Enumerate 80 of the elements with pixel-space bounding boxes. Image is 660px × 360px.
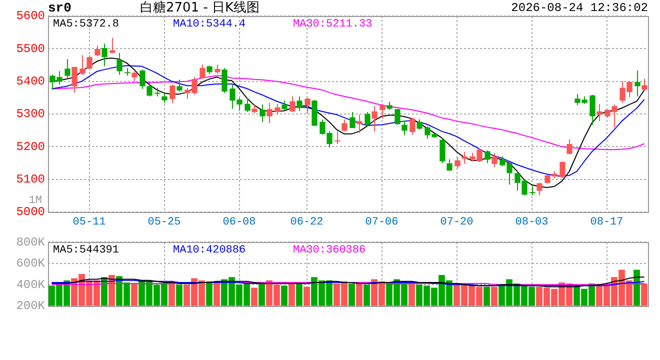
candlestick	[484, 150, 490, 164]
text: MA5:5372.8	[53, 18, 120, 30]
x-tick-label: 05-11	[72, 216, 106, 229]
x-tick-label: 06-22	[290, 216, 324, 229]
candlestick	[642, 78, 648, 92]
candlestick	[536, 182, 542, 196]
candlestick	[596, 103, 602, 122]
text: MA10:420886	[173, 244, 246, 257]
candlestick	[222, 67, 228, 94]
candlestick	[296, 96, 302, 112]
candlestick	[132, 70, 138, 82]
y-tick-label: 5300	[16, 107, 45, 122]
candlestick	[176, 79, 182, 92]
candlestick	[334, 130, 340, 145]
candlestick	[356, 114, 362, 134]
y-tick-label: 5200	[16, 140, 45, 154]
candlestick	[244, 97, 250, 113]
x-tick-label: 08-17	[590, 216, 624, 229]
candlestick	[462, 151, 468, 164]
candlestick	[560, 160, 566, 179]
candlestick	[162, 92, 168, 104]
candlestick	[416, 119, 422, 130]
candlestick	[394, 108, 400, 126]
candlestick	[454, 156, 460, 170]
candlestick	[86, 55, 92, 70]
y-tick-label: 400K	[16, 278, 46, 292]
y-tick-label: 5100	[16, 172, 45, 187]
text: MA30:360386	[293, 244, 366, 257]
text: 1M	[28, 194, 42, 207]
candlestick	[260, 104, 266, 122]
chart-title: 白糖2701 - 日K线图	[140, 0, 260, 16]
candlestick	[566, 138, 572, 156]
y-tick-label: 600K	[16, 256, 46, 271]
candlestick	[634, 70, 640, 97]
y-tick-label: 200K	[16, 298, 46, 313]
x-tick-label: 08-03	[515, 216, 548, 229]
candlestick	[590, 94, 596, 126]
candlestick	[80, 54, 86, 76]
candlestick	[530, 186, 536, 196]
candlestick	[304, 97, 310, 114]
candlestick	[290, 96, 296, 113]
candlestick	[402, 120, 408, 136]
y-tick-label: 5400	[16, 74, 45, 89]
candlestick	[380, 103, 386, 120]
candlestick	[372, 106, 378, 132]
candlestick	[492, 152, 498, 168]
candlestick	[140, 69, 146, 90]
candlestick	[94, 45, 100, 57]
candlestick	[200, 64, 206, 80]
chart-subtitle: sr0	[48, 0, 72, 16]
y-tick-label: 5600	[16, 9, 45, 24]
candlestick	[342, 119, 348, 132]
candlestick	[446, 158, 452, 172]
text: MA30:5211.33	[293, 18, 372, 30]
candlestick	[440, 138, 446, 164]
x-tick-label: 07-06	[365, 216, 398, 229]
candlestick	[266, 102, 272, 124]
candlestick	[110, 37, 116, 54]
candlestick	[72, 66, 78, 93]
candlestick	[282, 100, 288, 110]
candlestick	[274, 103, 280, 114]
candlestick	[410, 117, 416, 136]
candlestick	[102, 43, 108, 67]
x-tick-label: 06-08	[222, 216, 256, 229]
y-tick-label: 5500	[16, 42, 45, 56]
candlestick	[124, 67, 130, 76]
candlestick	[350, 112, 356, 129]
candlestick	[64, 58, 70, 79]
candlestick	[214, 64, 220, 74]
candlestick	[116, 52, 122, 76]
candlestick	[146, 82, 152, 97]
y-tick-label: 5000	[16, 205, 45, 220]
x-tick-label: 07-20	[440, 216, 474, 229]
text: MA10:5344.4	[173, 18, 246, 30]
text: MA5:544391	[53, 244, 120, 257]
candlestick	[364, 112, 370, 127]
candlestick	[170, 84, 176, 104]
x-tick-label: 05-25	[148, 216, 181, 229]
y-tick-label: 800K	[16, 235, 46, 250]
text: 2026-08-24 12:36:02	[511, 1, 648, 16]
